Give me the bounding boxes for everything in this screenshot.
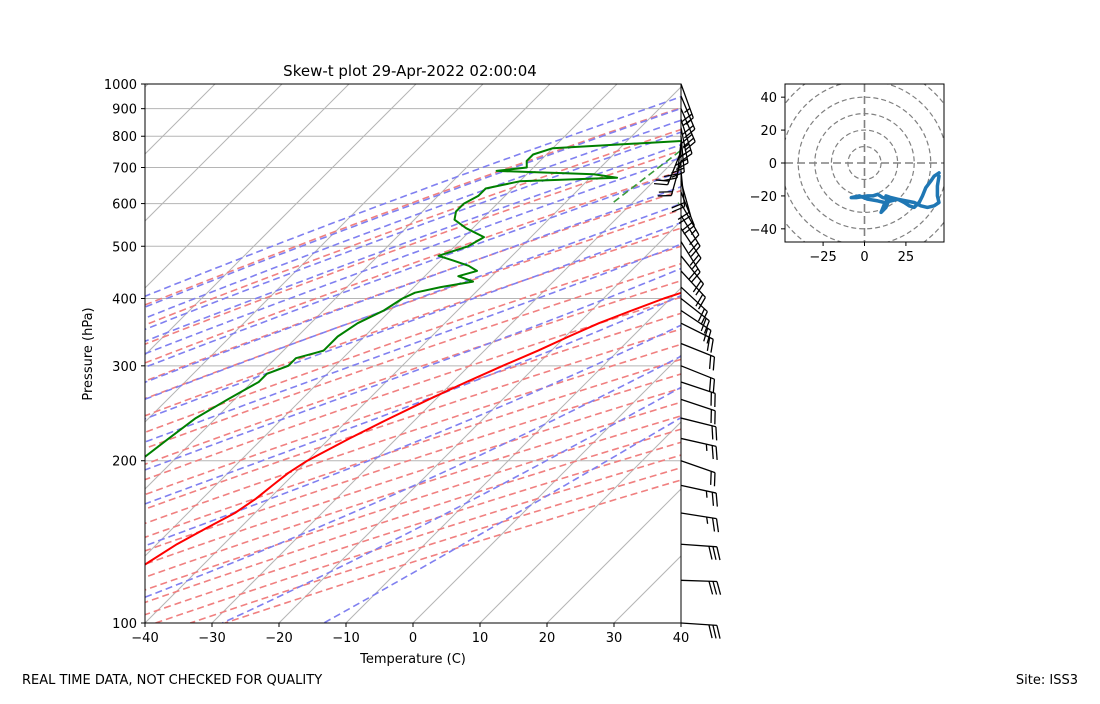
- y-tick-label: 100: [112, 617, 137, 632]
- x-tick-label: −40: [131, 631, 158, 646]
- hodograph-y-tick-label: 0: [769, 157, 777, 172]
- hodograph-y-tick-label: 20: [760, 124, 777, 139]
- x-tick-label: 10: [472, 631, 489, 646]
- y-tick-label: 400: [112, 292, 137, 307]
- x-tick-label: 30: [606, 631, 623, 646]
- y-tick-label: 300: [112, 360, 137, 375]
- x-tick-label: −10: [332, 631, 359, 646]
- x-tick-label: 40: [673, 631, 690, 646]
- x-tick-label: −20: [265, 631, 292, 646]
- y-tick-label: 200: [112, 455, 137, 470]
- hodograph-y-tick-label: −20: [750, 190, 777, 205]
- y-tick-label: 700: [112, 161, 137, 176]
- y-tick-label: 900: [112, 103, 137, 118]
- x-tick-label: 0: [409, 631, 417, 646]
- x-tick-label: −30: [198, 631, 225, 646]
- hodograph-x-tick-label: 25: [898, 250, 915, 265]
- site-label: Site: ISS3: [1016, 673, 1078, 688]
- y-tick-label: 1000: [104, 78, 137, 93]
- chart-title: Skew-t plot 29-Apr-2022 02:00:04: [283, 62, 537, 80]
- y-axis-label: Pressure (hPa): [81, 307, 96, 400]
- hodograph-x-tick-label: 0: [860, 250, 868, 265]
- hodograph-x-tick-label: −25: [809, 250, 836, 265]
- x-tick-label: 20: [539, 631, 556, 646]
- hodograph-y-tick-label: 40: [760, 91, 777, 106]
- data-quality-disclaimer: REAL TIME DATA, NOT CHECKED FOR QUALITY: [22, 673, 322, 688]
- y-tick-label: 500: [112, 240, 137, 255]
- y-tick-label: 600: [112, 198, 137, 213]
- hodograph-y-tick-label: −40: [750, 223, 777, 238]
- x-axis-label: Temperature (C): [359, 652, 466, 667]
- y-tick-label: 800: [112, 130, 137, 145]
